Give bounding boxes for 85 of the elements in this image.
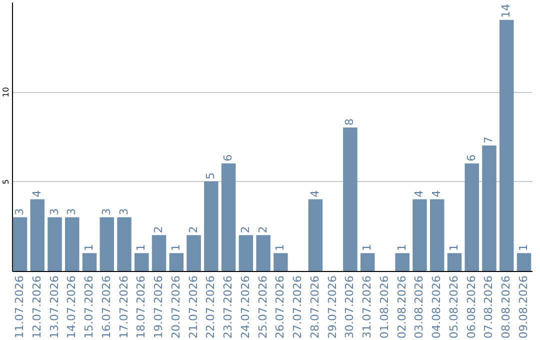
x-tick-label: 09.08.2026 — [517, 276, 530, 338]
data-label: 1 — [517, 244, 530, 252]
data-label: 3 — [12, 208, 26, 216]
x-tick-label: 20.07.2026 — [169, 276, 182, 338]
bar — [412, 199, 427, 271]
bar — [65, 217, 80, 271]
x-tick-label: 07.08.2026 — [482, 276, 496, 338]
bar — [48, 217, 62, 271]
bar — [256, 235, 270, 271]
data-label: 5 — [204, 172, 218, 180]
bar — [360, 253, 375, 271]
bar — [516, 253, 532, 271]
bar — [500, 20, 514, 271]
bar — [221, 163, 236, 271]
bar — [308, 199, 323, 271]
x-tick-label: 22.07.2026 — [204, 276, 218, 338]
bar — [134, 253, 149, 271]
x-tick-label: 12.07.2026 — [30, 276, 44, 338]
bar — [430, 199, 444, 271]
bar — [186, 235, 201, 271]
x-tick-label: 18.07.2026 — [134, 276, 148, 338]
x-tick-label: 28.07.2026 — [308, 276, 322, 338]
data-label: 1 — [447, 244, 460, 252]
bar — [30, 199, 44, 271]
data-label: 3 — [48, 208, 61, 216]
bar — [447, 253, 462, 271]
bar — [169, 253, 184, 271]
x-tick-label: 03.08.2026 — [412, 276, 426, 338]
x-tick-label: 30.07.2026 — [343, 276, 356, 338]
data-label: 8 — [343, 118, 356, 126]
data-label: 1 — [169, 244, 182, 252]
data-label: 1 — [274, 244, 287, 252]
bar — [395, 253, 410, 271]
bar — [100, 217, 114, 271]
data-label: 3 — [100, 208, 113, 216]
bar — [238, 235, 254, 271]
data-label: 6 — [222, 154, 235, 162]
x-tick-label: 19.07.2026 — [152, 276, 166, 338]
data-label: 14 — [500, 4, 513, 18]
data-label: 1 — [134, 244, 148, 252]
x-tick-label: 26.07.2026 — [274, 276, 287, 338]
data-label: 2 — [256, 226, 270, 234]
data-label: 2 — [186, 226, 200, 234]
data-label: 2 — [238, 226, 252, 234]
data-label: 7 — [482, 136, 496, 144]
x-tick-label: 13.07.2026 — [48, 276, 61, 338]
data-label: 4 — [30, 190, 44, 198]
x-tick-label: 16.07.2026 — [100, 276, 113, 338]
x-tick-label: 08.08.2026 — [500, 276, 513, 338]
x-tick-label: 24.07.2026 — [238, 276, 252, 338]
x-tick-label: 25.07.2026 — [256, 276, 270, 338]
data-label: 1 — [82, 244, 96, 252]
bar — [82, 253, 97, 271]
bar — [12, 217, 28, 271]
data-label: 3 — [117, 208, 130, 216]
bar — [117, 217, 132, 271]
x-tick-label: 01.08.2026 — [378, 276, 391, 338]
bar — [204, 181, 218, 271]
bar — [464, 163, 479, 271]
data-label: 3 — [65, 208, 78, 216]
data-label: 4 — [308, 190, 322, 198]
data-label: 4 — [430, 190, 444, 198]
x-tick-label: 27.07.2026 — [291, 276, 304, 338]
x-tick-label: 21.07.2026 — [186, 276, 200, 338]
x-tick-label: 04.08.2026 — [430, 276, 444, 338]
x-tick-label: 05.08.2026 — [447, 276, 460, 338]
x-tick-label: 11.07.2026 — [12, 276, 26, 338]
data-label: 6 — [464, 154, 478, 162]
x-tick-label: 31.07.2026 — [360, 276, 374, 338]
x-tick-label: 02.08.2026 — [395, 276, 408, 338]
data-label: 1 — [395, 244, 408, 252]
bar — [274, 253, 288, 271]
bar — [152, 235, 166, 271]
x-tick-label: 14.07.2026 — [65, 276, 78, 338]
x-tick-label: 17.07.2026 — [117, 276, 130, 338]
y-tick-label: 10 — [2, 87, 10, 98]
x-tick-label: 06.08.2026 — [464, 276, 478, 338]
x-tick-label: 23.07.2026 — [222, 276, 235, 338]
x-tick-label: 29.07.2026 — [326, 276, 339, 338]
bar — [482, 145, 496, 271]
data-label: 4 — [412, 190, 426, 198]
bar — [343, 128, 358, 271]
data-label: 2 — [152, 226, 166, 234]
x-tick-label: 15.07.2026 — [82, 276, 96, 338]
data-label: 1 — [360, 244, 374, 252]
